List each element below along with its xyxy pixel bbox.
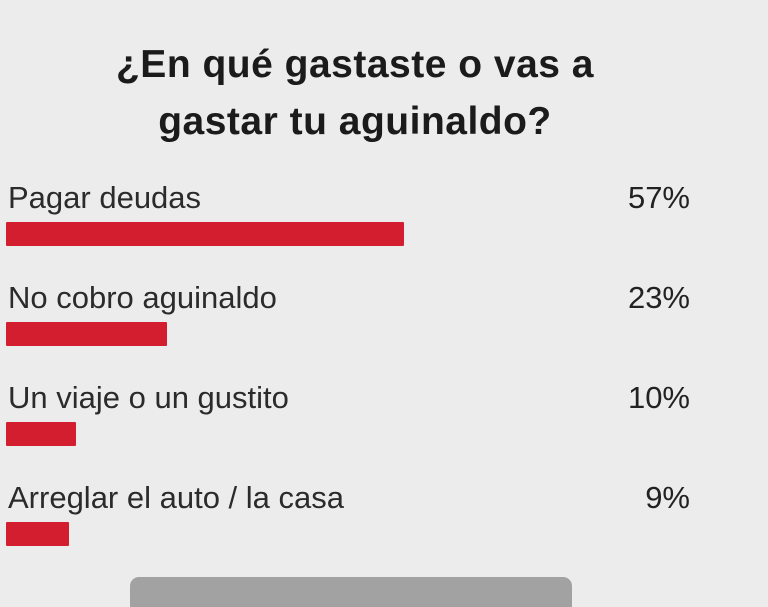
poll-result-row-line: No cobro aguinaldo 23% <box>6 280 704 316</box>
bar-track <box>6 322 704 346</box>
option-percent: 57% <box>627 180 690 215</box>
poll-result-row: Un viaje o un gustito 10% <box>6 380 704 446</box>
option-percent: 10% <box>627 380 690 415</box>
poll-result-row-line: Arreglar el auto / la casa 9% <box>6 480 704 516</box>
poll-question-title: ¿En qué gastaste o vas a gastar tu aguin… <box>6 36 704 150</box>
poll-result-row: Pagar deudas 57% <box>6 180 704 246</box>
bar-track <box>6 522 704 546</box>
option-label: No cobro aguinaldo <box>8 280 277 315</box>
bar-track <box>6 422 704 446</box>
poll-title-line2: gastar tu aguinaldo? <box>158 100 552 143</box>
option-label: Un viaje o un gustito <box>8 380 289 415</box>
result-bar <box>6 522 69 546</box>
poll-result-row: Arreglar el auto / la casa 9% <box>6 480 704 546</box>
bar-track <box>6 222 704 246</box>
bottom-scrollbar-thumb[interactable] <box>130 577 572 607</box>
poll-title-line1: ¿En qué gastaste o vas a <box>115 43 594 86</box>
result-bar <box>6 422 76 446</box>
poll-result-row: No cobro aguinaldo 23% <box>6 280 704 346</box>
poll-result-row-line: Un viaje o un gustito 10% <box>6 380 704 416</box>
result-bar <box>6 322 167 346</box>
option-percent: 23% <box>627 280 690 315</box>
result-bar <box>6 222 404 246</box>
option-percent: 9% <box>645 480 690 515</box>
poll-results-list: Pagar deudas 57% No cobro aguinaldo 23% … <box>6 180 704 546</box>
option-label: Arreglar el auto / la casa <box>8 480 345 515</box>
poll-widget: ¿En qué gastaste o vas a gastar tu aguin… <box>6 0 704 585</box>
option-label: Pagar deudas <box>8 180 202 215</box>
poll-result-row-line: Pagar deudas 57% <box>6 180 704 216</box>
